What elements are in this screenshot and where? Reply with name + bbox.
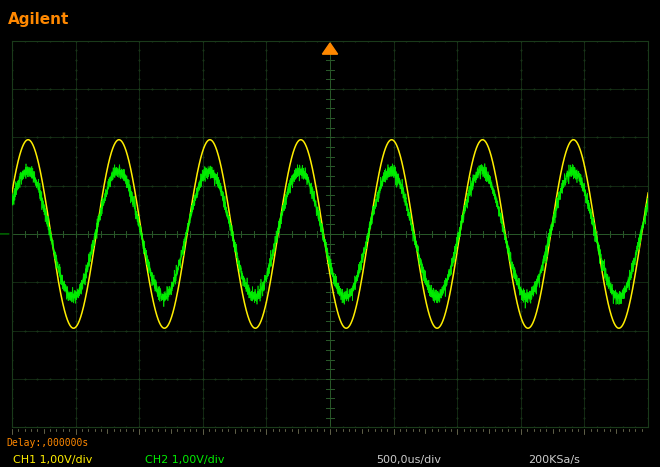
Polygon shape <box>322 43 338 54</box>
Text: Agilent: Agilent <box>8 12 69 27</box>
Text: 200KSa/s: 200KSa/s <box>528 455 580 465</box>
Text: CH2 1,00V/div: CH2 1,00V/div <box>145 455 224 465</box>
Text: 500,0us/div: 500,0us/div <box>376 455 441 465</box>
Text: Delay:,000000s: Delay:,000000s <box>7 438 89 448</box>
Text: CH1 1,00V/div: CH1 1,00V/div <box>13 455 92 465</box>
